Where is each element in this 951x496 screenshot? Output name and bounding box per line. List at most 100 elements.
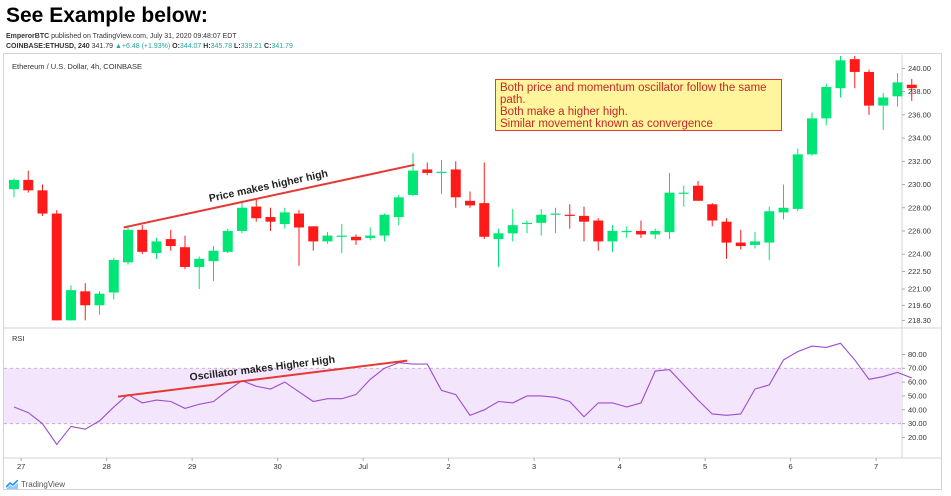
- candle[interactable]: [422, 162, 433, 176]
- candle[interactable]: [479, 162, 490, 240]
- price-trendline[interactable]: [123, 163, 415, 229]
- candle-body: [294, 213, 304, 228]
- candle[interactable]: [849, 56, 860, 89]
- candle[interactable]: [194, 256, 205, 290]
- candle-body: [322, 235, 333, 242]
- candle[interactable]: [237, 200, 247, 234]
- candle[interactable]: [294, 210, 304, 266]
- candle[interactable]: [393, 194, 404, 226]
- candle[interactable]: [450, 161, 461, 208]
- candle[interactable]: [835, 56, 846, 98]
- candle[interactable]: [678, 185, 689, 207]
- candle-body: [23, 179, 34, 191]
- candle[interactable]: [507, 208, 518, 242]
- candle[interactable]: [550, 207, 561, 234]
- candle-body: [279, 212, 290, 225]
- candle-body: [379, 214, 390, 236]
- candle[interactable]: [336, 224, 347, 254]
- candle[interactable]: [906, 78, 917, 101]
- rsi-tick-label: 40.00: [908, 405, 927, 414]
- candle[interactable]: [351, 234, 361, 245]
- price-tick-label: 222.50: [908, 267, 931, 276]
- candle[interactable]: [493, 228, 504, 267]
- tradingview-logo-icon: [6, 480, 18, 489]
- candle[interactable]: [9, 178, 19, 198]
- price-tick-label: 228.00: [908, 203, 931, 212]
- candle[interactable]: [322, 232, 333, 244]
- candle-body: [536, 214, 547, 223]
- candle[interactable]: [180, 235, 190, 270]
- footer-brand: TradingView: [21, 480, 66, 489]
- time-tick-label: 4: [618, 462, 622, 471]
- candle[interactable]: [707, 203, 718, 227]
- candle[interactable]: [251, 198, 262, 222]
- candle[interactable]: [408, 153, 418, 197]
- candle[interactable]: [37, 184, 48, 216]
- candle-body: [151, 241, 162, 254]
- candle[interactable]: [864, 69, 874, 115]
- rsi-tick-label: 60.00: [908, 378, 927, 387]
- candle-body: [493, 233, 504, 240]
- candle-body: [778, 207, 789, 213]
- candle[interactable]: [94, 291, 105, 315]
- candle[interactable]: [80, 283, 91, 321]
- candle[interactable]: [721, 218, 732, 259]
- candle-body: [664, 192, 675, 233]
- candle[interactable]: [536, 208, 547, 236]
- candle[interactable]: [465, 191, 475, 208]
- rsi-line[interactable]: [13, 342, 912, 446]
- candle-body: [650, 230, 661, 235]
- candle[interactable]: [436, 160, 447, 194]
- candle[interactable]: [165, 229, 176, 251]
- candle[interactable]: [750, 232, 760, 249]
- candle[interactable]: [564, 204, 575, 229]
- candle[interactable]: [664, 172, 675, 240]
- candle[interactable]: [365, 227, 376, 241]
- candle[interactable]: [66, 285, 76, 321]
- ticker-last: 341.79: [91, 43, 114, 50]
- candle[interactable]: [137, 225, 148, 255]
- rsi-tick-label: 20.00: [908, 433, 927, 442]
- candle[interactable]: [792, 148, 803, 212]
- high-value: 345.78: [210, 43, 233, 50]
- candle[interactable]: [892, 73, 903, 107]
- candle[interactable]: [522, 220, 532, 234]
- open-label: O:: [172, 43, 180, 50]
- candle[interactable]: [693, 181, 703, 201]
- candle-body: [9, 179, 19, 190]
- candle[interactable]: [208, 246, 219, 281]
- price-tick-label: 230.00: [908, 180, 931, 189]
- candle[interactable]: [51, 210, 62, 321]
- candle[interactable]: [379, 213, 390, 242]
- time-tick-label: 5: [703, 462, 707, 471]
- candle-body: [237, 207, 247, 231]
- candle[interactable]: [636, 220, 646, 238]
- candle[interactable]: [123, 227, 133, 265]
- candle[interactable]: [621, 226, 632, 238]
- rsi-trendline[interactable]: [117, 359, 408, 398]
- candle-body: [365, 235, 376, 238]
- author-name[interactable]: EmperorBTC: [6, 33, 50, 40]
- candle[interactable]: [878, 92, 889, 130]
- candle[interactable]: [151, 237, 162, 259]
- candle[interactable]: [279, 207, 290, 229]
- candle[interactable]: [778, 184, 789, 220]
- candle[interactable]: [735, 229, 746, 250]
- candle-body: [579, 215, 589, 222]
- candle[interactable]: [265, 207, 276, 231]
- candle[interactable]: [607, 225, 618, 252]
- tradingview-footer[interactable]: TradingView: [6, 480, 65, 489]
- candle-body: [408, 170, 418, 195]
- candle[interactable]: [579, 206, 589, 242]
- candle[interactable]: [821, 83, 832, 126]
- candle[interactable]: [308, 226, 319, 251]
- candle[interactable]: [650, 228, 661, 240]
- candle[interactable]: [222, 228, 233, 254]
- page-heading: See Example below:: [6, 4, 208, 27]
- candle[interactable]: [593, 218, 604, 251]
- candle[interactable]: [807, 112, 817, 156]
- candle[interactable]: [23, 170, 34, 193]
- candle[interactable]: [764, 206, 775, 260]
- candle[interactable]: [108, 257, 119, 300]
